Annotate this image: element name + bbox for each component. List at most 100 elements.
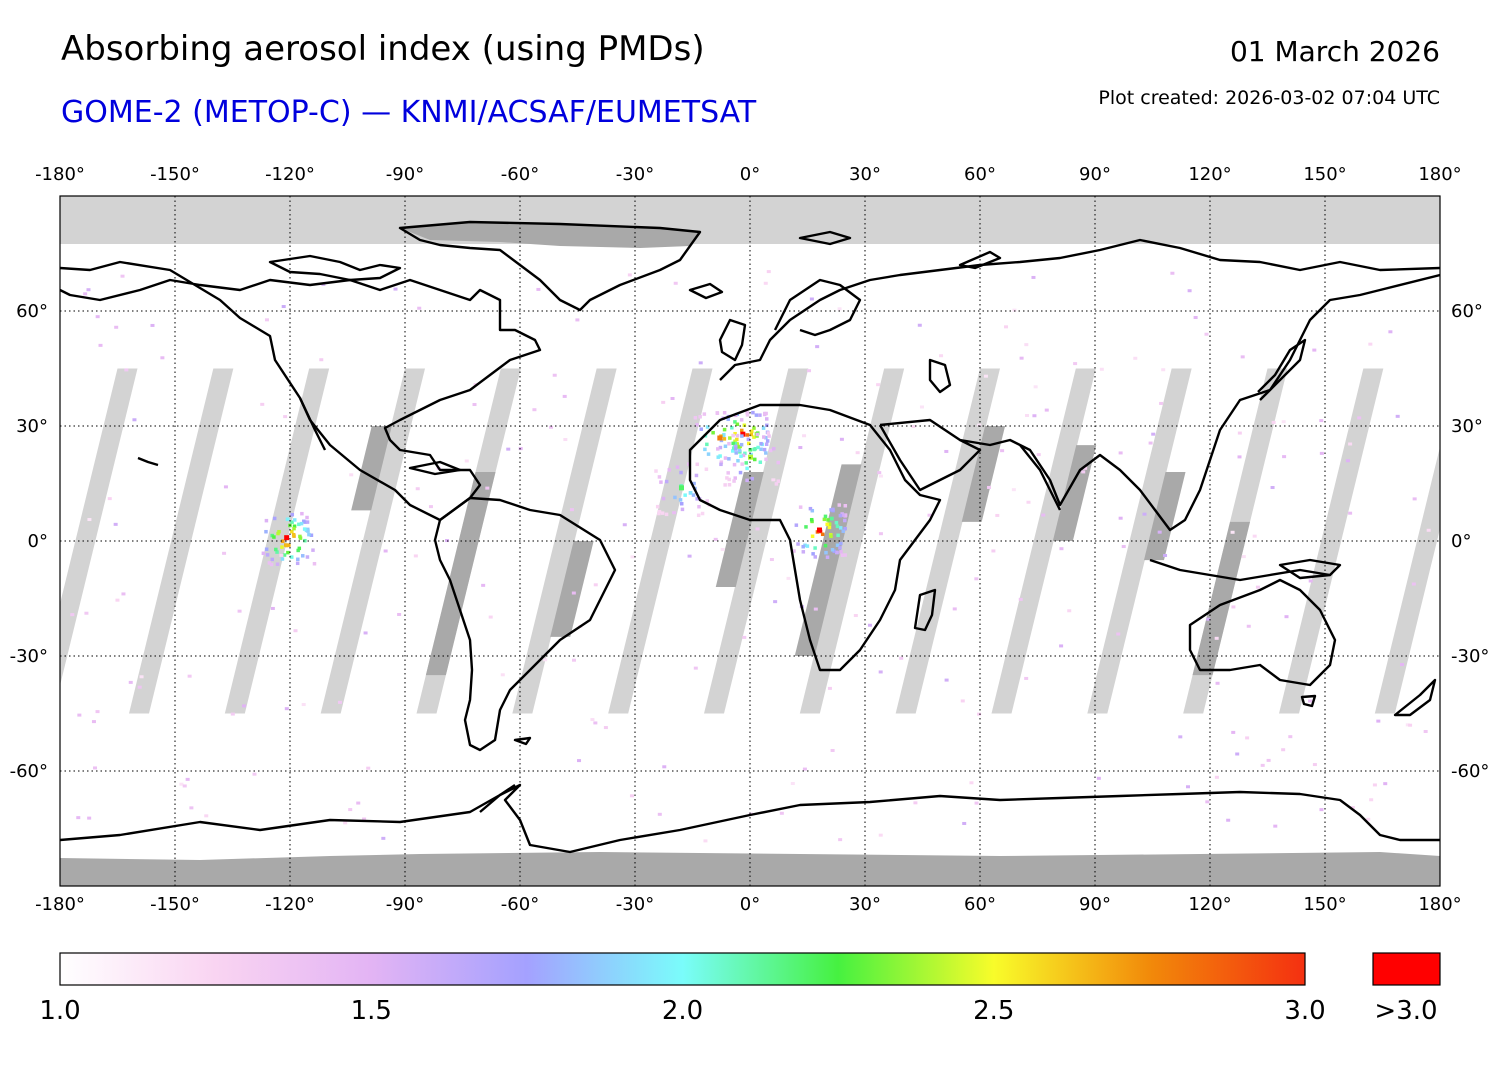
aerosol-pixel	[725, 476, 729, 480]
aerosol-pixel	[319, 358, 324, 362]
aerosol-pixel	[735, 422, 740, 427]
aerosol-pixel	[765, 439, 770, 443]
aerosol-pixel	[657, 475, 662, 479]
aerosol-pixel	[356, 801, 361, 805]
aerosol-pixel	[1187, 289, 1192, 293]
aerosol-pixel	[1423, 729, 1428, 733]
aerosol-pixel	[944, 678, 949, 682]
aerosol-pixel	[309, 533, 314, 537]
aerosol-pixel	[711, 430, 715, 435]
aerosol-pixel	[563, 438, 568, 442]
aerosol-pixel	[76, 816, 81, 820]
aerosol-pixel	[829, 516, 834, 521]
orbit-gap-swath	[1374, 446, 1440, 714]
coast-africa	[688, 403, 942, 672]
aerosol-pixel	[705, 499, 710, 503]
aerosol-pixel	[575, 318, 580, 322]
aerosol-pixel	[715, 411, 720, 416]
latitude-label-right: -60°	[1451, 761, 1489, 782]
aerosol-pixel	[731, 441, 735, 446]
aerosol-pixel	[726, 471, 730, 475]
aerosol-pixel	[823, 514, 828, 519]
aerosol-pixel	[750, 429, 754, 434]
aerosol-pixel	[763, 281, 768, 285]
latitude-label-right: 60°	[1451, 301, 1483, 322]
aerosol-pixel	[1011, 488, 1016, 492]
aerosol-pixel	[807, 369, 812, 373]
aerosol-pixel	[733, 431, 737, 436]
aerosol-pixel	[1214, 636, 1219, 640]
aerosol-pixel	[472, 403, 477, 407]
aerosol-pixel	[230, 712, 235, 716]
aerosol-pixel	[488, 615, 493, 619]
aerosol-pixel	[1044, 408, 1049, 412]
colorbar-over-range-label: >3.0	[1374, 996, 1437, 1026]
aerosol-pixel	[1133, 356, 1138, 360]
aerosol-pixel	[1405, 723, 1410, 727]
orbit-gap-swath	[1279, 368, 1384, 714]
aerosol-pixel	[1426, 528, 1431, 532]
aerosol-pixel	[700, 511, 705, 516]
orbit-gap-swath-land	[794, 464, 862, 656]
aerosol-pixel	[763, 411, 767, 416]
aerosol-pixel	[1369, 798, 1374, 802]
colorbar-tick-label: 3.0	[1284, 996, 1325, 1026]
aerosol-pixel	[771, 478, 776, 482]
aerosol-pixel	[1270, 486, 1275, 490]
aerosol-pixel	[223, 485, 228, 489]
aerosol-pixel	[830, 748, 835, 752]
aerosol-pixel	[974, 801, 979, 805]
aerosol-pixel	[261, 551, 266, 556]
aerosol-pixel	[506, 447, 511, 451]
aerosol-pixel	[577, 759, 582, 763]
aerosol-pixel	[713, 537, 718, 541]
aerosol-pixel	[667, 468, 672, 472]
aerosol-pixel	[776, 479, 781, 483]
aerosol-pixel	[843, 526, 847, 531]
coast-svalbard	[798, 230, 852, 246]
aerosol-pixel	[302, 519, 306, 524]
aerosol-pixel	[1163, 553, 1168, 557]
aerosol-pixel	[98, 343, 103, 347]
aerosol-hotspot	[679, 485, 684, 491]
aerosol-pixel	[603, 726, 608, 730]
coast-caspian	[928, 358, 952, 394]
aerosol-pixel	[415, 487, 420, 491]
aerosol-pixel	[393, 287, 398, 291]
aerosol-pixel	[1170, 271, 1175, 275]
aerosol-pixel	[841, 529, 846, 533]
aerosol-pixel	[837, 307, 842, 311]
aerosol-pixel	[1308, 699, 1313, 703]
aerosol-pixel	[629, 794, 634, 798]
aerosol-pixel	[732, 462, 737, 467]
map-content	[60, 196, 1440, 886]
aerosol-pixel	[745, 433, 750, 437]
aerosol-pixel	[343, 821, 348, 825]
aerosol-pixel	[1067, 609, 1072, 613]
aerosol-pixel	[300, 511, 304, 516]
aerosol-pixel	[779, 811, 784, 815]
aerosol-pixel	[1019, 356, 1024, 360]
aerosol-pixel	[867, 623, 872, 627]
aerosol-pixel	[835, 543, 840, 547]
aerosol-pixel	[301, 554, 305, 558]
coast-japan	[1257, 338, 1307, 401]
aerosol-pixel	[397, 612, 402, 616]
aerosol-pixel	[1161, 368, 1166, 372]
aerosol-pixel	[835, 550, 839, 555]
aerosol-pixel	[1255, 585, 1260, 589]
aerosol-pixel	[732, 479, 736, 483]
coast-tasmania	[1300, 694, 1317, 708]
aerosol-pixel	[115, 598, 120, 602]
aerosol-pixel	[693, 666, 698, 670]
aerosol-pixel	[1148, 441, 1153, 445]
aerosol-pixel	[150, 323, 155, 327]
aerosol-pixel	[728, 436, 732, 440]
aerosol-pixel	[802, 767, 807, 771]
aerosol-pixel	[843, 514, 847, 518]
longitude-label-top: 120°	[1188, 164, 1231, 185]
aerosol-pixel	[481, 583, 486, 587]
aerosol-pixel	[718, 445, 723, 450]
aerosol-pixel	[727, 442, 731, 446]
